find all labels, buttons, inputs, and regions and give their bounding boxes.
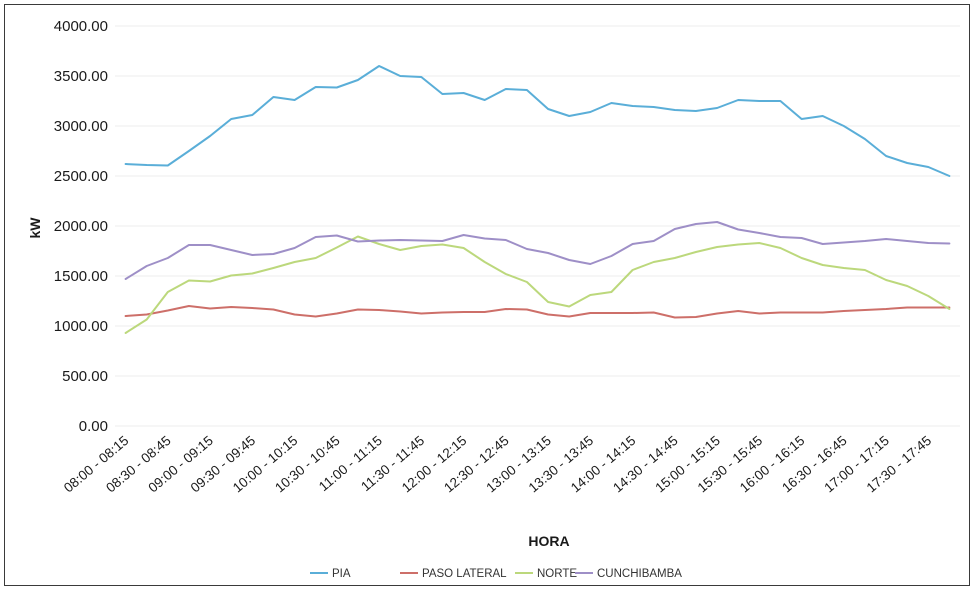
series-line-pia xyxy=(124,65,951,177)
x-axis-title: HORA xyxy=(528,533,569,549)
legend-label: PIA xyxy=(332,568,351,580)
y-tick-label: 3500.00 xyxy=(54,68,108,85)
series-lines xyxy=(124,65,951,334)
y-axis-title: kW xyxy=(27,217,43,239)
y-tick-label: 1500.00 xyxy=(54,268,108,285)
y-axis-ticks: 0.00 500.00 1000.00 1500.00 2000.00 2500.00 30… xyxy=(54,18,108,435)
series-line-norte xyxy=(124,235,951,334)
y-tick-label: 500.00 xyxy=(62,368,108,385)
y-tick-label: 3000.00 xyxy=(54,118,108,135)
gridlines xyxy=(115,25,960,427)
y-tick-label: 0.00 xyxy=(79,418,108,435)
y-tick-label: 1000.00 xyxy=(54,318,108,335)
series-line-cunchibamba xyxy=(124,221,951,280)
legend-label: NORTE xyxy=(537,568,577,580)
legend-label: CUNCHIBAMBA xyxy=(597,568,682,580)
legend: PIA PASO LATERAL NORTE CUNCHIBAMBA xyxy=(310,568,682,580)
y-tick-label: 2000.00 xyxy=(54,218,108,235)
legend-label: PASO LATERAL xyxy=(422,568,507,580)
series-line-paso-lateral xyxy=(124,305,951,319)
y-tick-label: 4000.00 xyxy=(54,18,108,35)
y-tick-label: 2500.00 xyxy=(54,168,108,185)
